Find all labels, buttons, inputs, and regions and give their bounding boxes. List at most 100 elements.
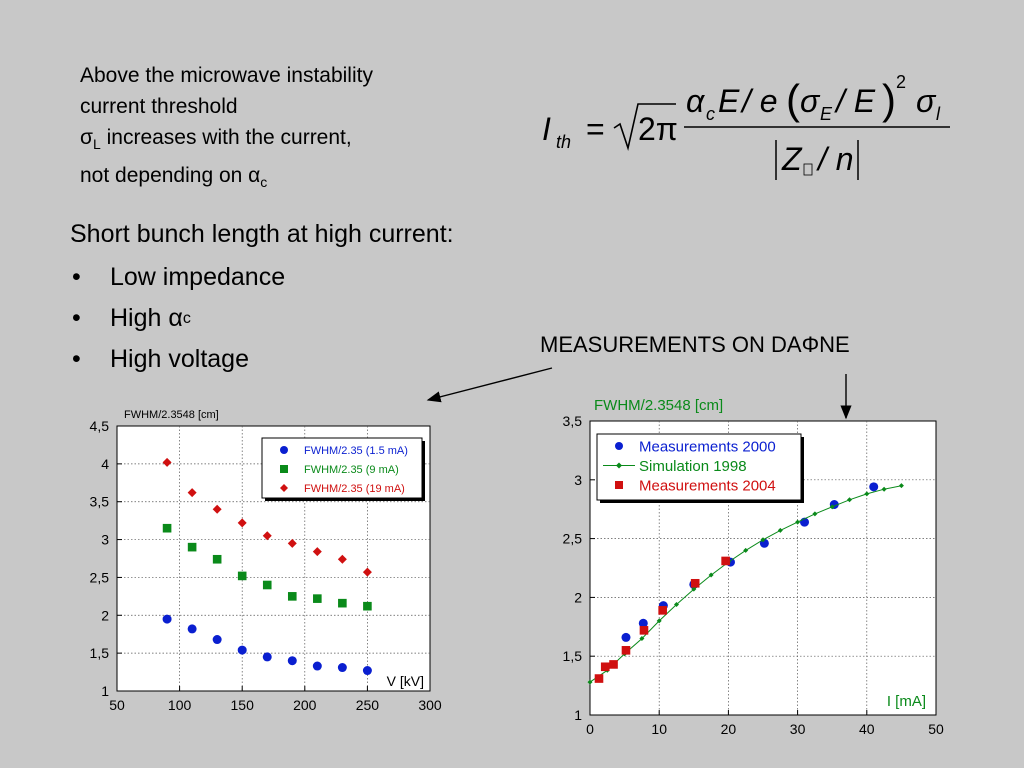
bullet-dot: • [72,304,81,332]
bullet-dot: • [72,345,81,373]
data-point [212,554,222,564]
data-point [760,537,766,543]
series-fwhm-2-35-19-ma- [162,457,372,577]
data-point [777,527,783,533]
data-point [869,482,879,492]
num-alpha-sub: c [706,104,715,124]
legend-label: Measurements 2004 [639,477,776,494]
series-fwhm-2-35-1-5-ma- [162,614,372,676]
data-point [743,547,749,553]
legend: Measurements 2000 Simulation 1998 Measurem… [596,433,804,503]
legend-box [596,433,802,501]
data-point [287,656,297,666]
x-tick-label: 250 [356,697,380,713]
arrow-to-left-chart [426,367,553,403]
bullet-item-low-impedance: • Low impedance [70,257,454,298]
data-point [312,547,322,557]
data-point [162,614,172,624]
y-tick-label: 2,5 [90,569,110,585]
data-point [621,646,631,655]
data-point [639,626,649,635]
bullet-dot: • [72,263,81,291]
y-tick-label: 1 [574,707,582,723]
x-tick-label: 200 [293,697,317,713]
data-point [708,572,714,578]
y-axis-title: FWHM/2.3548 [cm] [124,409,219,421]
legend-label: FWHM/2.35 (9 mA) [304,464,399,476]
data-point [338,598,347,608]
formula-lhs-sub: th [556,132,571,152]
chart-1: 50 100 150 200 250 300 1 1,5 2 2,5 3 3,5 4 4,5 FWHM/2.… [90,409,442,713]
series-simulation-1998 [587,483,904,685]
y-tick-label: 1,5 [90,645,110,661]
measurements-title-post: NE [819,332,850,357]
data-point [237,645,247,655]
y-tick-label: 3 [574,472,582,488]
data-point [337,663,347,673]
legend-label: FWHM/2.35 (19 mA) [304,483,405,495]
bullet-list: Short bunch length at high current: • Lo… [70,220,454,380]
x-tick-label: 0 [586,721,594,737]
legend: FWHM/2.35 (1.5 mA) FWHM/2.35 (9 mA) FWHM/2… [261,437,425,501]
num-sigmaE: σ [800,83,821,119]
legend-marker [280,446,288,454]
legend-label: Measurements 2000 [639,438,776,455]
data-point [594,674,604,683]
sqrt-sign [613,103,676,151]
den-Z-sub-box [803,163,813,176]
intro-line-3-text: increases with the current, [100,126,352,149]
num-rparen: ) [882,76,896,123]
alpha-symbol: α [248,164,261,188]
x-tick-label: 300 [418,697,442,713]
legend-label: Simulation 1998 [639,458,747,475]
num-power: 2 [896,72,906,92]
data-point [829,504,835,510]
y-tick-label: 1 [101,683,109,699]
y-tick-label: 2,5 [563,531,583,547]
data-point [337,554,347,564]
data-point [795,519,801,525]
x-tick-label: 50 [109,697,125,713]
data-point [162,523,172,533]
intro-line-4-text: not depending on [80,164,249,188]
bullet-text: High [110,304,169,332]
data-point [187,488,197,498]
data-point [212,635,222,645]
data-point [162,457,172,467]
legend-box [261,437,423,499]
y-tick-label: 2 [574,589,582,605]
num-sigmal: σ [916,83,937,119]
y-tick-label: 3,5 [90,494,110,510]
chart-2: 0 10 20 30 40 50 1 1,5 2 2,5 3 3,5 FWHM/2.3548 [cm] I… [563,397,944,737]
measurements-title: MEASUREMENTS ON DAΦNE [540,332,850,358]
legend-label: FWHM/2.35 (1.5 mA) [304,445,408,457]
den-Z: Z [781,141,803,177]
num-e: / e [740,83,778,119]
data-point [691,586,697,592]
data-point [656,618,662,624]
x-axis-title: V [kV] [387,673,424,689]
data-point [898,483,904,489]
data-point [639,636,645,642]
data-point [312,661,322,671]
x-tick-label: 10 [651,721,667,737]
sigma-symbol: σ [80,126,93,149]
num-sigmal-sub: l [936,104,941,124]
y-tick-label: 2 [101,607,109,623]
x-tick-label: 40 [859,721,875,737]
series-measurements-2004 [594,556,730,683]
den-n: / n [816,141,854,177]
num-lparen: ( [786,76,800,123]
y-tick-label: 4,5 [90,418,110,434]
x-axis-title: I [mA] [887,693,926,710]
data-point [212,504,222,514]
data-point [362,567,372,577]
series-fwhm-2-35-9-ma- [162,523,372,611]
y-axis-title: FWHM/2.3548 [cm] [594,397,723,414]
intro-line-2: current threshold [80,95,238,118]
num-alpha: α [686,83,705,119]
formula-lhs: I [542,111,551,147]
x-tick-label: 30 [790,721,806,737]
